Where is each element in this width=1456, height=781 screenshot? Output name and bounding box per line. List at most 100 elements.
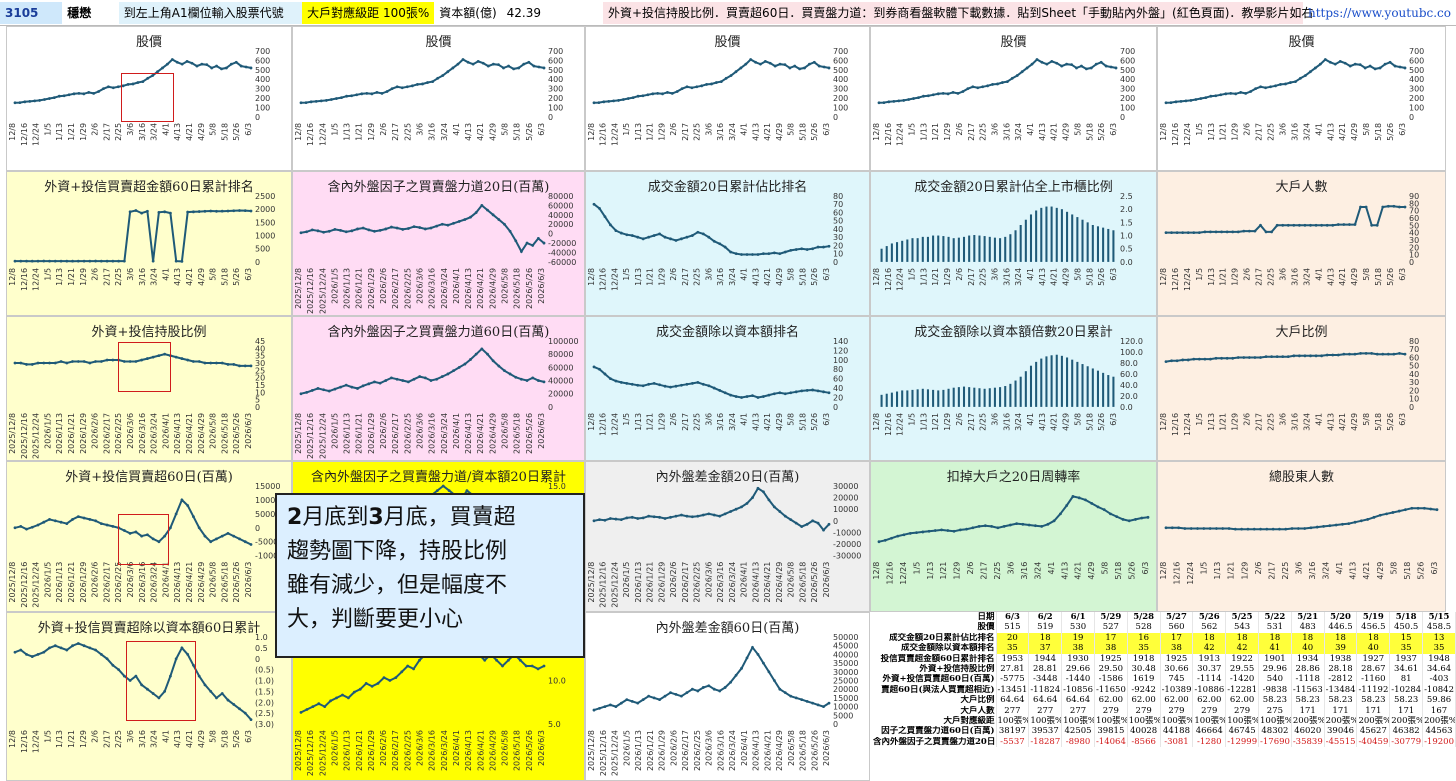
x-tick-label: 4/21 (1338, 413, 1347, 431)
x-tick-label: 2026/2/6 (379, 268, 388, 304)
x-tick-label: 1/13 (634, 123, 643, 141)
table-cell: -1440 (1061, 674, 1095, 685)
y-tick-label: 40 (1409, 370, 1419, 379)
data-point (23, 100, 27, 104)
chart-title: 外資+投信買賣超除以資本額60日累計 (37, 621, 261, 636)
chart-panel-p18: 內外盤差金額20日(百萬) 30000 20000 10000 0 -10000 -2000… (585, 461, 870, 612)
data-point (365, 91, 369, 95)
table-cell: 18 (1356, 632, 1391, 644)
x-tick-label: 2/6 (91, 123, 100, 136)
data-point (94, 519, 97, 523)
data-point (53, 644, 57, 648)
data-point (1403, 352, 1407, 356)
data-point (536, 379, 540, 382)
data-point (745, 395, 749, 398)
bar-mark (1014, 230, 1017, 262)
data-point (141, 80, 145, 83)
data-point (1231, 356, 1235, 360)
x-tick-label: 2/6 (1243, 268, 1252, 281)
x-tick-label: 2026/2/6 (379, 413, 388, 449)
table-cell: -19200 (1422, 736, 1456, 748)
note-text: 外資+投信持股比例．買賣超60日．買賣盤力道：到券商看盤軟體下載數據．貼到She… (603, 1, 1313, 24)
data-point (355, 93, 359, 97)
data-point (822, 65, 826, 69)
x-tick-label: 4/13 (464, 123, 473, 141)
y-tick-label: 2.0 (1120, 205, 1133, 214)
x-tick-label: 4/21 (763, 413, 772, 431)
data-point (707, 512, 711, 516)
data-point (625, 233, 629, 237)
bar-mark (901, 240, 904, 262)
data-point (457, 220, 461, 223)
table-cell: 540 (1258, 674, 1292, 685)
data-point (1242, 356, 1246, 359)
x-tick-label: 2026/1/5 (622, 730, 631, 766)
table-cell: 1925 (1160, 653, 1194, 665)
data-point (641, 237, 645, 241)
data-point (712, 513, 716, 517)
x-tick-label: 2026/4/1 (452, 413, 461, 449)
x-tick-label: 2026/5/26 (232, 562, 241, 603)
table-cell: 1901 (1258, 653, 1292, 665)
data-point (1005, 80, 1009, 83)
data-point (1314, 223, 1318, 227)
data-point (388, 679, 392, 682)
y-tick-label: 15 (255, 381, 265, 390)
data-point (800, 389, 804, 393)
data-point (685, 235, 689, 239)
chart-title: 股價 (135, 35, 162, 50)
data-point (1008, 523, 1012, 527)
data-point (1164, 231, 1168, 235)
data-point (495, 658, 498, 662)
y-tick-label: 600 (548, 56, 563, 65)
x-tick-label: 2026/1/21 (355, 730, 364, 771)
data-point (1214, 356, 1218, 360)
data-point (1347, 522, 1351, 525)
video-link[interactable]: https://www.youtubc.co (1308, 5, 1451, 20)
chart-title: 成交金額20日累計佔全上市櫃比例 (914, 180, 1113, 195)
data-point (99, 259, 103, 263)
data-point (767, 670, 771, 674)
data-point (65, 648, 69, 652)
data-point (740, 666, 743, 670)
y-tick-label: -10000 (833, 528, 861, 537)
x-tick-label: 2026/1/13 (55, 562, 64, 603)
data-point (537, 65, 541, 69)
data-point (729, 393, 733, 397)
data-point (619, 701, 623, 705)
data-point (203, 683, 207, 687)
table-row-label: 成交金額20日累計佔比排名 (872, 632, 997, 644)
data-point (53, 361, 57, 365)
y-tick-label: -30000 (833, 552, 861, 561)
threshold-cell[interactable]: 大戶對應級距 100張% (302, 1, 435, 24)
table-date: 5/22 (1258, 612, 1292, 623)
data-point (1308, 70, 1312, 74)
data-point (1220, 230, 1223, 234)
data-point (991, 83, 994, 86)
y-tick-label: 0.5 (255, 644, 268, 653)
data-point (1030, 62, 1034, 66)
y-tick-label: 1.0 (255, 633, 268, 642)
x-tick-label: 1/21 (1227, 562, 1236, 580)
stock-code-cell[interactable]: 3105 (0, 1, 63, 24)
data-point (92, 91, 96, 95)
table-cell: 275 (1258, 705, 1292, 717)
data-point (996, 82, 999, 86)
data-point (65, 259, 69, 263)
data-point (608, 377, 612, 381)
data-point (608, 517, 612, 520)
data-point (1322, 524, 1325, 528)
data-point (805, 699, 809, 703)
table-cell: 15 (1389, 632, 1424, 644)
x-tick-label: 1/21 (67, 268, 76, 286)
data-point (933, 529, 937, 532)
data-point (128, 531, 132, 535)
x-tick-label: 2025/12/8 (587, 562, 596, 603)
data-point (186, 504, 190, 507)
y-tick-label: 100.0 (1120, 348, 1143, 357)
data-point (65, 522, 69, 525)
table-cell: 46664 (1192, 726, 1227, 737)
x-tick-label: 12/8 (8, 268, 17, 286)
data-point (745, 253, 749, 256)
x-tick-label: 2025/12/24 (318, 730, 327, 776)
